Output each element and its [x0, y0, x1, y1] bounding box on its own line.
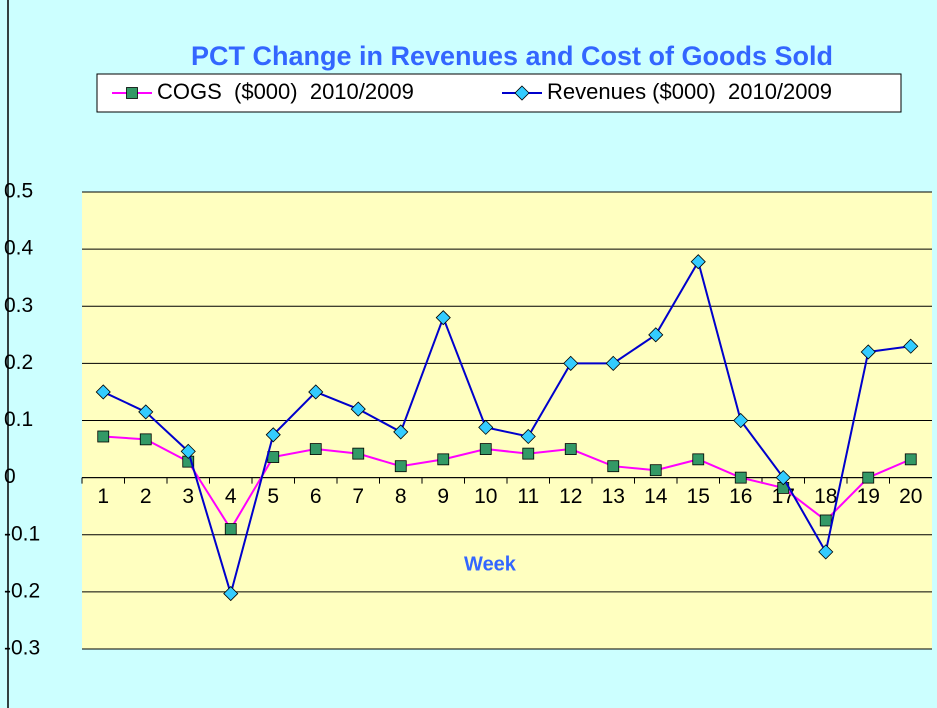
data-point: [139, 433, 152, 446]
legend-label: COGS ($000) 2010/2009: [157, 79, 414, 104]
data-point: [607, 460, 620, 473]
y-tick-label: 0.1: [4, 408, 33, 431]
data-point: [180, 443, 196, 459]
data-point: [267, 451, 280, 463]
x-tick-label: 10: [474, 485, 497, 508]
data-point: [437, 453, 450, 466]
x-tick-label: 5: [267, 485, 279, 508]
data-point: [435, 310, 451, 326]
data-point: [819, 514, 832, 527]
data-point: [350, 401, 366, 417]
y-tick-label: 0.5: [4, 180, 33, 203]
x-tick-label: 9: [437, 485, 449, 508]
data-point: [904, 453, 917, 466]
data-point: [394, 460, 407, 473]
chart-title: PCT Change in Revenues and Cost of Goods…: [191, 41, 833, 71]
y-tick-label: -0.2: [4, 579, 40, 602]
data-point: [138, 404, 154, 420]
y-tick-label: 0: [4, 465, 16, 488]
x-tick-label: 20: [899, 485, 922, 508]
data-point: [308, 384, 324, 400]
y-tick-label: 0.4: [4, 237, 34, 260]
x-tick-label: 8: [395, 485, 407, 508]
data-point: [393, 424, 409, 440]
data-point: [733, 412, 749, 429]
x-tick-label: 1: [97, 485, 109, 508]
data-point: [95, 384, 111, 400]
legend: [96, 73, 902, 113]
data-point: [564, 443, 577, 455]
data-point: [649, 464, 662, 477]
series-line: [103, 435, 912, 531]
data-point: [265, 427, 281, 443]
data-point: [520, 428, 536, 445]
x-tick-label: 16: [729, 485, 752, 508]
series-line: [102, 259, 911, 598]
x-tick-label: 13: [602, 485, 625, 508]
data-point: [352, 447, 365, 460]
data-point: [860, 344, 876, 360]
data-point: [734, 471, 747, 484]
x-tick-label: 3: [182, 485, 194, 508]
y-tick-label: -0.1: [4, 522, 40, 545]
data-point: [605, 355, 621, 371]
data-point: [648, 327, 664, 343]
y-tick-label: 0.3: [4, 294, 33, 317]
y-tick-label: -0.3: [4, 637, 40, 660]
data-point: [479, 443, 492, 455]
y-tick-label: 0.2: [4, 351, 33, 374]
data-point: [224, 523, 237, 535]
x-tick-label: 6: [310, 485, 322, 508]
x-tick-label: 2: [140, 485, 152, 508]
data-point: [775, 470, 791, 486]
data-point: [692, 453, 705, 466]
x-tick-label: 14: [644, 485, 668, 508]
legend-marker: [126, 87, 138, 99]
x-axis-label: Week: [464, 553, 517, 575]
data-point: [478, 419, 494, 435]
legend-marker: [514, 85, 530, 101]
x-tick-label: 19: [857, 485, 880, 508]
x-tick-label: 15: [687, 485, 710, 508]
data-point: [97, 430, 110, 443]
data-point: [309, 443, 322, 455]
data-point: [690, 254, 706, 270]
data-point: [862, 471, 875, 484]
data-point: [818, 544, 834, 560]
x-tick-label: 12: [559, 485, 582, 508]
data-point: [903, 338, 919, 354]
legend-label: Revenues ($000) 2010/2009: [547, 79, 832, 104]
x-tick-label: 4: [225, 485, 237, 508]
data-point: [522, 447, 535, 460]
data-point: [563, 355, 579, 371]
x-tick-label: 18: [814, 485, 837, 508]
x-tick-label: 7: [352, 485, 364, 508]
x-tick-label: 11: [517, 485, 539, 508]
data-point: [223, 586, 239, 602]
